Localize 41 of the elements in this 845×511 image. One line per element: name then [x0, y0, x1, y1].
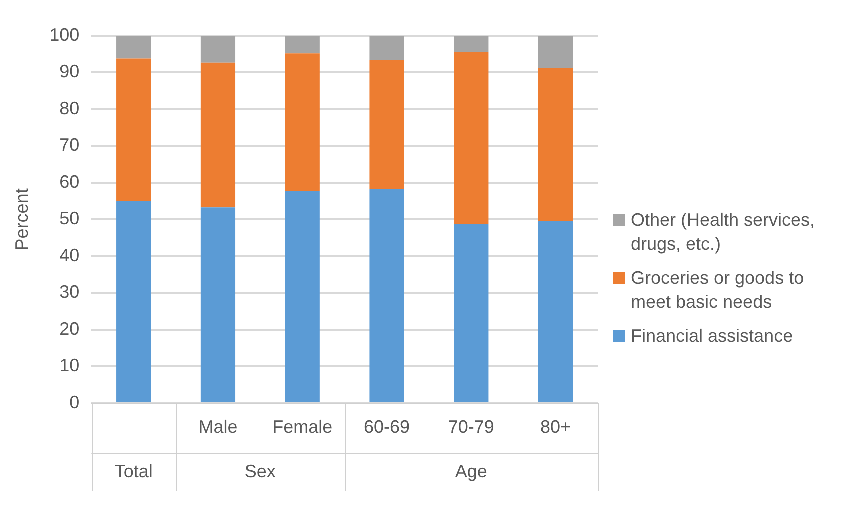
x-tick-label: Male [198, 417, 238, 438]
text: Age [455, 461, 488, 482]
bar [370, 60, 404, 190]
x-tick-label: 60-69 [364, 417, 410, 438]
bar [285, 36, 320, 54]
y-tick-label: 20 [60, 318, 80, 339]
x-tick-label: Female [272, 417, 333, 438]
y-tick-label: 100 [50, 24, 80, 45]
y-tick-label: 50 [60, 208, 80, 229]
bar [285, 54, 320, 192]
legend-label: Financial assistance [631, 325, 794, 348]
y-tick-label: 30 [60, 282, 80, 302]
y-tick-label: 10 [60, 356, 80, 376]
x-tick-label: 80+ [540, 417, 572, 438]
bar [454, 36, 489, 53]
bar [538, 68, 574, 222]
bar [370, 36, 404, 60]
bar [200, 62, 236, 208]
bar [370, 189, 404, 402]
bar [116, 201, 152, 402]
bar [454, 224, 489, 402]
bar [116, 58, 152, 202]
bar [285, 191, 320, 402]
y-tick-label: 80 [60, 98, 80, 118]
y-tick-label: 70 [60, 135, 80, 156]
text: Total [114, 461, 153, 482]
y-tick-label: 40 [60, 245, 80, 266]
text: Sex [244, 461, 276, 482]
y-tick-label: 90 [60, 62, 80, 82]
y-axis-title: Percent [12, 188, 32, 251]
bar [116, 36, 152, 59]
legend-label: Other (Health services, drugs, etc.) [631, 209, 816, 256]
bar [200, 36, 236, 63]
y-tick-label: 0 [70, 392, 80, 412]
bar [200, 208, 236, 402]
bar [538, 221, 574, 402]
x-tick-label: 70-79 [448, 417, 494, 438]
legend-label: Groceries or goods to meet basic needs [631, 267, 806, 314]
bar [454, 52, 489, 224]
y-tick-label: 60 [60, 172, 80, 192]
bar [538, 36, 574, 68]
